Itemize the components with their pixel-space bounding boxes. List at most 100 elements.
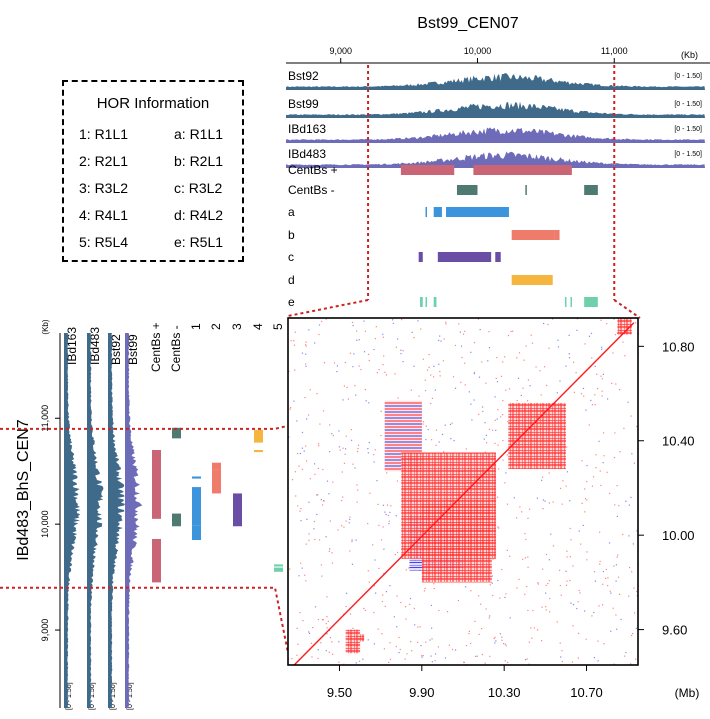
background-dot — [351, 321, 354, 324]
background-dot — [561, 660, 563, 663]
background-dot — [582, 524, 584, 527]
background-dot — [425, 438, 427, 441]
background-dot — [422, 423, 424, 425]
background-dot — [385, 513, 387, 515]
background-dot — [349, 518, 351, 520]
background-dot — [294, 369, 296, 371]
background-dot — [348, 522, 350, 524]
dot-plot-block — [508, 402, 566, 470]
background-dot — [313, 528, 315, 530]
left-track-panel: 9,000 10,000 11,000 (Kb) IBd163 [0 - 1.50] IBd… — [40, 319, 285, 710]
background-dot — [297, 452, 299, 455]
background-dot — [325, 650, 327, 652]
background-dot — [433, 583, 435, 585]
left-feature-segment — [274, 564, 283, 567]
background-dot — [323, 362, 326, 364]
background-dot — [358, 339, 360, 341]
background-dot — [571, 661, 574, 663]
background-dot — [399, 648, 401, 651]
background-dot — [615, 580, 617, 582]
left-axis-unit: (Kb) — [41, 319, 50, 334]
background-dot — [473, 342, 476, 344]
background-dot — [504, 356, 506, 358]
background-dot — [586, 499, 588, 501]
background-dot — [547, 323, 549, 326]
background-dot — [601, 378, 603, 380]
background-dot — [318, 443, 320, 445]
background-dot — [342, 496, 344, 498]
top-feature-track-label: b — [288, 228, 295, 242]
background-dot — [424, 389, 427, 392]
left-feature-segment — [192, 476, 201, 479]
left-zoom-guide — [0, 586, 289, 653]
top-feature-track-label: c — [288, 250, 294, 264]
background-dot — [425, 641, 427, 643]
background-dot — [565, 365, 567, 367]
background-dot — [397, 397, 399, 399]
background-dot — [586, 551, 588, 553]
top-coverage-area — [286, 73, 705, 90]
background-dot — [454, 387, 457, 389]
background-dot — [482, 410, 484, 412]
background-dot — [300, 520, 302, 522]
background-dot — [578, 530, 580, 532]
background-dot — [499, 633, 501, 635]
background-dot — [314, 473, 316, 475]
left-axis-tick-label: 9,000 — [40, 619, 50, 642]
zoom-guide-lines — [0, 65, 641, 653]
background-dot — [576, 329, 578, 331]
background-dot — [522, 387, 524, 389]
background-dot — [364, 609, 366, 611]
background-dot — [509, 555, 511, 557]
background-dot — [599, 531, 601, 533]
background-dot — [597, 660, 599, 662]
left-feature-track-label: 4 — [251, 323, 265, 330]
background-dot — [528, 508, 531, 510]
background-dot — [290, 340, 292, 342]
top-feature-segment — [584, 185, 598, 195]
background-dot — [545, 553, 548, 556]
background-dot — [586, 559, 588, 561]
background-dot — [392, 319, 394, 321]
background-dot — [382, 336, 385, 338]
background-dot — [512, 330, 514, 332]
background-dot — [477, 318, 480, 320]
background-dot — [557, 346, 560, 348]
background-dot — [431, 627, 433, 629]
dot-plot-block — [345, 629, 361, 654]
top-coverage-track-range: [0 - 1.50] — [674, 151, 702, 158]
background-dot — [459, 331, 461, 333]
background-dot — [496, 381, 499, 383]
background-dot — [308, 632, 311, 635]
background-dot — [400, 601, 402, 604]
background-dot — [595, 467, 597, 469]
background-dot — [473, 372, 475, 375]
background-dot — [430, 374, 432, 376]
background-dot — [305, 345, 307, 347]
background-dot — [377, 628, 379, 630]
background-dot — [478, 413, 480, 415]
background-dot — [357, 489, 359, 491]
background-dot — [329, 451, 331, 453]
dot-plot-block — [358, 634, 365, 642]
background-dot — [516, 517, 518, 519]
dot-plot-panel: 9.50 9.90 10.30 10.70 (Mb) 9.60 10.00 10.40 10.8… — [287, 317, 699, 700]
background-dot — [345, 520, 347, 522]
background-dot — [520, 394, 522, 397]
background-dot — [598, 605, 600, 607]
background-dot — [529, 385, 531, 387]
background-dot — [312, 626, 314, 629]
background-dot — [488, 331, 490, 333]
background-dot — [577, 657, 579, 659]
background-dot — [607, 398, 609, 400]
background-dot — [325, 536, 327, 538]
y-axis-tick-label: 10.00 — [662, 528, 695, 543]
background-dot — [424, 379, 426, 381]
left-coverage-track-label: Bst99 — [126, 334, 140, 365]
top-coverage-track-label: Bst92 — [288, 69, 319, 83]
background-dot — [317, 649, 319, 651]
background-dot — [531, 637, 533, 639]
background-dot — [526, 585, 528, 588]
background-dot — [468, 630, 470, 632]
background-dot — [381, 600, 384, 603]
